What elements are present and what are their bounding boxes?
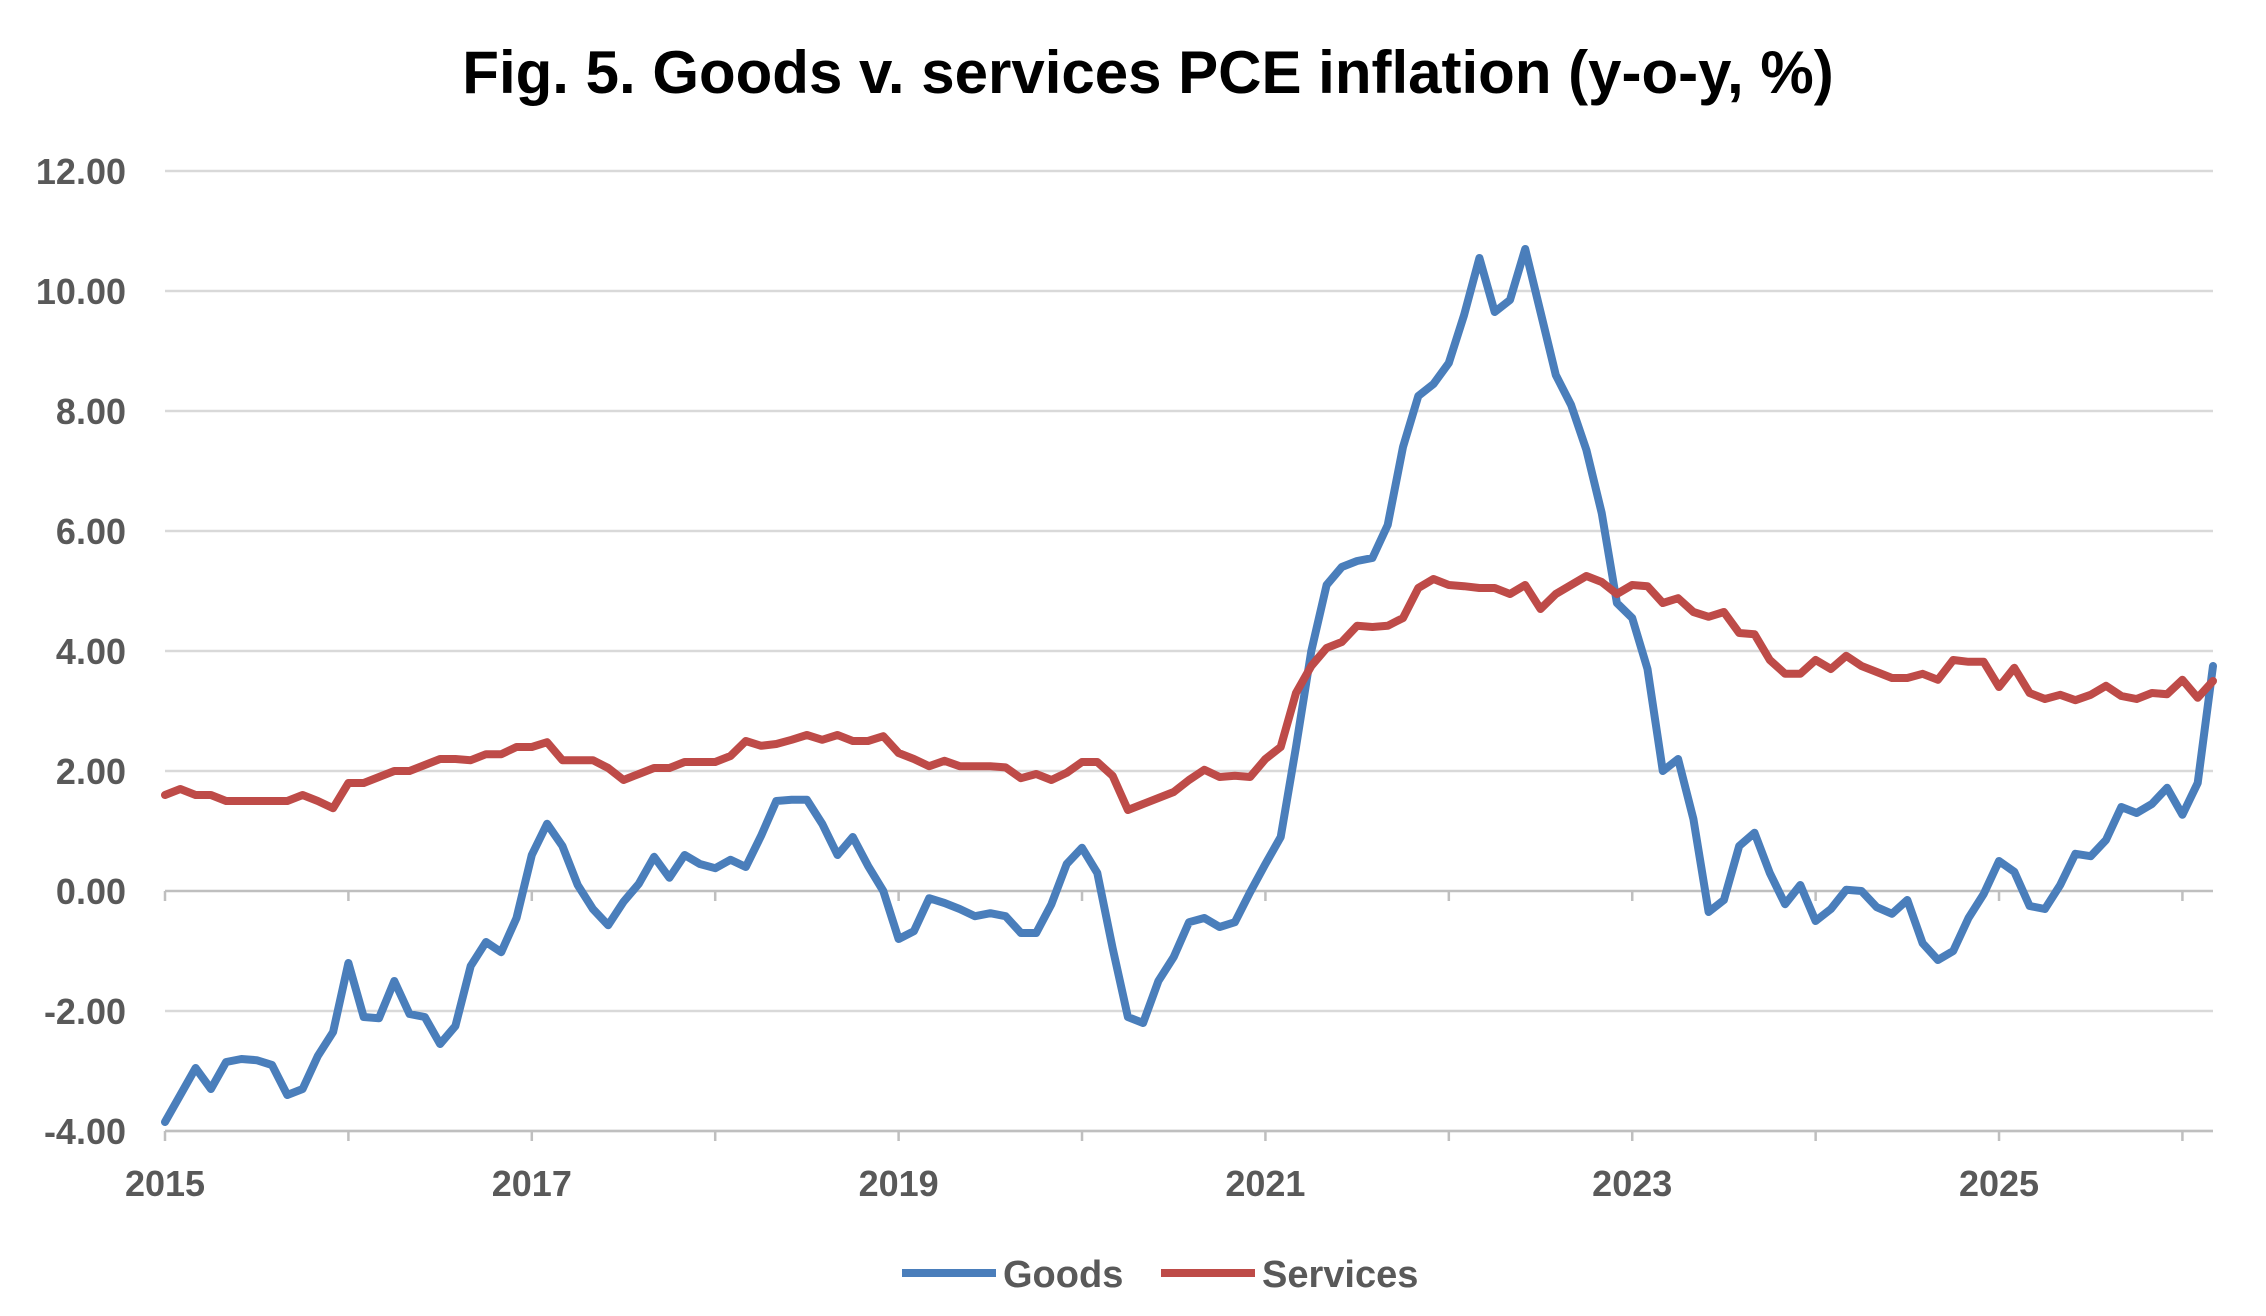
y-tick-label: 0.00	[56, 871, 126, 912]
x-tick-label: 2019	[859, 1163, 939, 1204]
chart-title: Fig. 5. Goods v. services PCE inflation …	[462, 39, 1833, 106]
legend: Goods Services	[902, 1254, 1418, 1296]
y-tick-label: 10.00	[36, 271, 126, 312]
x-tick-label: 2021	[1225, 1163, 1305, 1204]
x-tick-label: 2023	[1592, 1163, 1672, 1204]
y-axis: -4.00 -2.00 0.00 2.00 4.00 6.00 8.00 10.00 12.00	[36, 151, 126, 1152]
x-axis: 2015 2017 2019 2021 2023 2025	[125, 889, 2213, 1204]
x-tick-label: 2015	[125, 1163, 205, 1204]
y-tick-label: 8.00	[56, 391, 126, 432]
legend-label-goods: Goods	[1003, 1254, 1123, 1296]
x-tick-label: 2025	[1959, 1163, 2039, 1204]
y-tick-label: -4.00	[44, 1111, 126, 1152]
legend-label-services: Services	[1262, 1254, 1418, 1296]
gridlines	[165, 169, 2213, 1133]
series-group	[161, 245, 2217, 1126]
y-tick-label: 6.00	[56, 511, 126, 552]
x-tick-label: 2017	[492, 1163, 572, 1204]
series-line-goods	[161, 245, 2217, 1126]
y-tick-label: -2.00	[44, 991, 126, 1032]
y-tick-label: 2.00	[56, 751, 126, 792]
y-tick-label: 4.00	[56, 631, 126, 672]
series-line-services	[161, 572, 2217, 814]
y-tick-label: 12.00	[36, 151, 126, 192]
